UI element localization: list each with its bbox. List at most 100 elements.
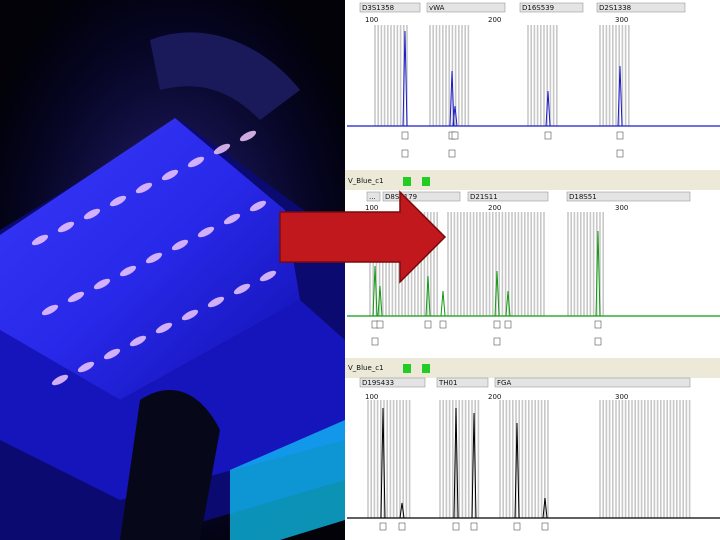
gel-bands [31,130,277,386]
locus-box [467,191,549,202]
status-icon [422,177,430,186]
status-icon [403,177,411,186]
allele-call [541,522,549,531]
band [239,130,257,142]
allele-call [452,522,460,531]
peak [542,497,548,519]
band [181,309,199,321]
locus-label: D3S1358 [362,4,394,12]
band [145,252,163,264]
peak [399,502,405,519]
peak [425,275,431,317]
peak [380,407,386,519]
locus-label: D19S433 [362,379,394,387]
allele-call [594,320,602,329]
locus-label: D16S539 [522,4,554,12]
scale-label: 200 [488,204,501,212]
locus-box [436,377,489,388]
allele-call [376,320,384,329]
allele-call [544,131,552,140]
locus-box [494,377,691,388]
band [51,374,69,386]
band [135,182,153,194]
allele-call [504,320,512,329]
locus-label: D2S1338 [599,4,631,12]
peak [449,70,455,127]
locus-label: FGA [497,379,511,387]
locus-box [359,377,426,388]
peak [402,30,408,127]
peak [453,407,459,519]
band [67,291,85,303]
band [213,143,231,155]
peak [617,65,623,127]
electropherograms: D3S1358vWAD16S539D2S1338100200300...D8S1… [347,2,720,531]
locus-box [366,191,381,202]
band [31,234,49,246]
locus-box [566,191,691,202]
band [161,169,179,181]
peak [595,230,601,317]
sample-name: V_Blue_c1 [348,177,384,185]
sample-name: V_Blue_c1 [348,364,384,372]
scale-label: 100 [365,393,378,401]
scale-label: 100 [365,204,378,212]
band [233,283,251,295]
allele-call [379,522,387,531]
band [249,200,267,212]
allele-call [398,522,406,531]
locus-box [359,2,421,13]
allele-call [424,320,432,329]
band [259,270,277,282]
arrow [279,190,447,284]
scale-label: 100 [365,16,378,24]
peak [372,265,378,317]
band [223,213,241,225]
allele-call [371,337,379,346]
band [103,348,121,360]
scale-label: 200 [488,16,501,24]
peak [505,290,511,317]
peak [545,90,551,127]
peak [377,285,383,317]
allele-call [594,337,602,346]
band [109,195,127,207]
allele-call [448,149,456,158]
band [83,208,101,220]
band [171,239,189,251]
allele-call [493,337,501,346]
band [129,335,147,347]
peak [514,422,520,519]
allele-call [401,149,409,158]
allele-call [616,131,624,140]
allele-call [401,131,409,140]
allele-call [616,149,624,158]
gel-photo [0,0,345,540]
peak [452,105,458,127]
peak [494,270,500,317]
band [187,156,205,168]
band [41,304,59,316]
locus-label: ... [369,193,376,201]
locus-box [426,2,506,13]
locus-label: vWA [429,4,445,12]
locus-label: D21S11 [470,193,498,201]
header-bar [345,358,720,378]
locus-label: D18S51 [569,193,597,201]
scale-label: 300 [615,393,628,401]
scale-label: 300 [615,16,628,24]
allele-call [470,522,478,531]
allele-call [493,320,501,329]
band [57,221,75,233]
allele-call [513,522,521,531]
status-icon [422,364,430,373]
band [155,322,173,334]
header-bar [345,170,720,190]
locus-box [382,191,461,202]
scale-label: 200 [488,393,501,401]
locus-box [519,2,584,13]
locus-box [596,2,686,13]
allele-call [451,131,459,140]
peak [471,412,477,519]
